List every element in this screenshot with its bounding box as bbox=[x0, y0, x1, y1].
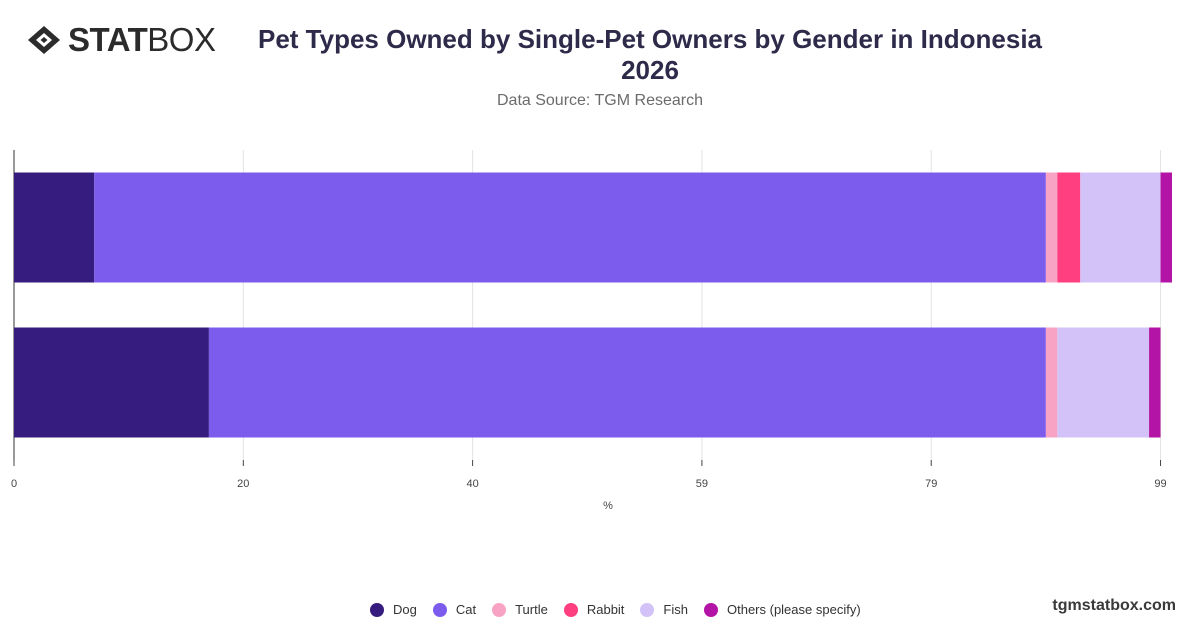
legend-item[interactable]: Cat bbox=[432, 602, 477, 617]
statbox-logo: STATBOX bbox=[26, 21, 216, 58]
legend-swatch bbox=[563, 602, 578, 617]
legend-swatch bbox=[370, 602, 384, 617]
chart-title: Pet Types Owned by Single-Pet Owners by … bbox=[257, 24, 1043, 85]
x-tick-label: 79 bbox=[925, 478, 937, 490]
legend-swatch bbox=[703, 602, 718, 617]
bar-segment-rabbit bbox=[1057, 172, 1081, 283]
legend-label: Others (please specify) bbox=[726, 602, 861, 617]
brand-url: tgmstatbox.com bbox=[1052, 597, 1176, 614]
statbox-logo-icon bbox=[28, 26, 60, 54]
bar-segment-fish bbox=[1080, 172, 1161, 283]
chart-subtitle: Data Source: TGM Research bbox=[496, 92, 703, 109]
x-tick-label: 20 bbox=[237, 478, 249, 490]
x-tick-label: 0 bbox=[11, 478, 17, 490]
legend-label: Dog bbox=[393, 602, 417, 617]
bar-segment-fish bbox=[1057, 327, 1150, 438]
x-tick-label: 40 bbox=[466, 478, 478, 490]
bar-segment-cat bbox=[94, 172, 1046, 283]
legend-label: Rabbit bbox=[586, 602, 625, 617]
bar-segment-others-please-specify bbox=[1149, 327, 1161, 438]
legend-swatch bbox=[492, 602, 507, 617]
bar-segment-cat bbox=[208, 327, 1046, 438]
x-tick-label: 99 bbox=[1154, 478, 1166, 490]
legend-item[interactable]: Others (please specify) bbox=[703, 602, 861, 617]
bar-segment-dog bbox=[14, 327, 209, 438]
legend-swatch bbox=[640, 602, 655, 617]
x-tick-label: 59 bbox=[696, 478, 708, 490]
legend-item[interactable]: Fish bbox=[640, 602, 688, 617]
legend-item[interactable]: Turtle bbox=[492, 602, 548, 617]
bar-segment-turtle bbox=[1045, 172, 1058, 283]
legend-item[interactable]: Dog bbox=[370, 602, 417, 617]
legend-label: Fish bbox=[663, 602, 688, 617]
logo-text: STATBOX bbox=[68, 21, 216, 58]
stacked-bar-chart: 0 20 40 59 79 99% bbox=[11, 150, 1172, 512]
bar-segment-turtle bbox=[1045, 327, 1058, 438]
x-axis-title: % bbox=[603, 500, 613, 512]
legend-label: Turtle bbox=[515, 602, 548, 617]
chart-legend: Dog Cat Turtle Rabbit Fish Others (please spe… bbox=[370, 602, 877, 617]
bar-segment-others-please-specify bbox=[1160, 172, 1172, 283]
legend-swatch bbox=[432, 602, 447, 617]
bar-segment-dog bbox=[14, 172, 95, 283]
legend-label: Cat bbox=[455, 602, 477, 617]
legend-item[interactable]: Rabbit bbox=[563, 602, 625, 617]
